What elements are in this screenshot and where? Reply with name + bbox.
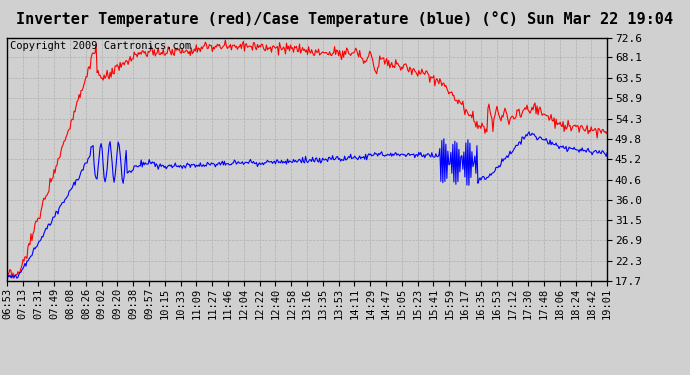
Text: Copyright 2009 Cartronics.com: Copyright 2009 Cartronics.com: [10, 41, 191, 51]
Text: Inverter Temperature (red)/Case Temperature (blue) (°C) Sun Mar 22 19:04: Inverter Temperature (red)/Case Temperat…: [17, 11, 673, 27]
